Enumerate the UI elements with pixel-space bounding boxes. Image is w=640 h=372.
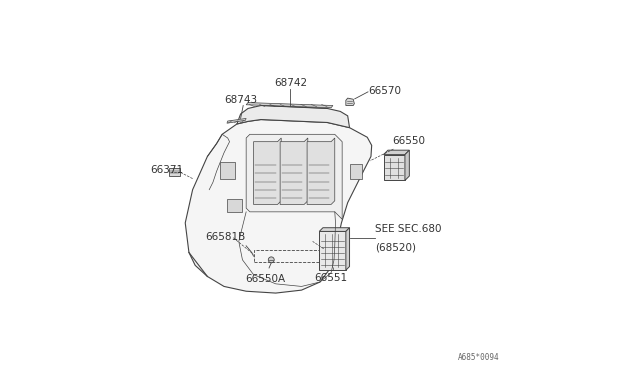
Polygon shape <box>405 150 410 180</box>
Polygon shape <box>168 168 180 176</box>
Text: A685*0094: A685*0094 <box>458 353 499 362</box>
Polygon shape <box>319 228 349 231</box>
Polygon shape <box>346 228 349 270</box>
Polygon shape <box>307 138 335 205</box>
Polygon shape <box>319 231 346 270</box>
Text: 66550A: 66550A <box>245 274 285 284</box>
Polygon shape <box>246 134 342 219</box>
Polygon shape <box>227 118 246 123</box>
Polygon shape <box>383 150 410 155</box>
Text: 66551: 66551 <box>314 273 347 283</box>
Polygon shape <box>346 98 355 106</box>
Circle shape <box>268 257 274 263</box>
Text: (68520): (68520) <box>376 242 417 252</box>
Text: 66550: 66550 <box>392 136 425 146</box>
Polygon shape <box>227 199 243 212</box>
Text: 66581B: 66581B <box>205 232 246 242</box>
Polygon shape <box>246 103 333 108</box>
Polygon shape <box>280 138 308 205</box>
Text: SEE SEC.680: SEE SEC.680 <box>376 224 442 234</box>
Text: 68742: 68742 <box>274 78 307 88</box>
Polygon shape <box>220 162 235 179</box>
Text: 68743: 68743 <box>224 95 257 105</box>
Polygon shape <box>349 164 362 179</box>
Polygon shape <box>185 119 372 293</box>
Polygon shape <box>237 106 349 128</box>
Polygon shape <box>253 138 281 205</box>
Text: 66570: 66570 <box>369 86 402 96</box>
Polygon shape <box>383 155 405 180</box>
Text: 66371: 66371 <box>150 166 183 176</box>
